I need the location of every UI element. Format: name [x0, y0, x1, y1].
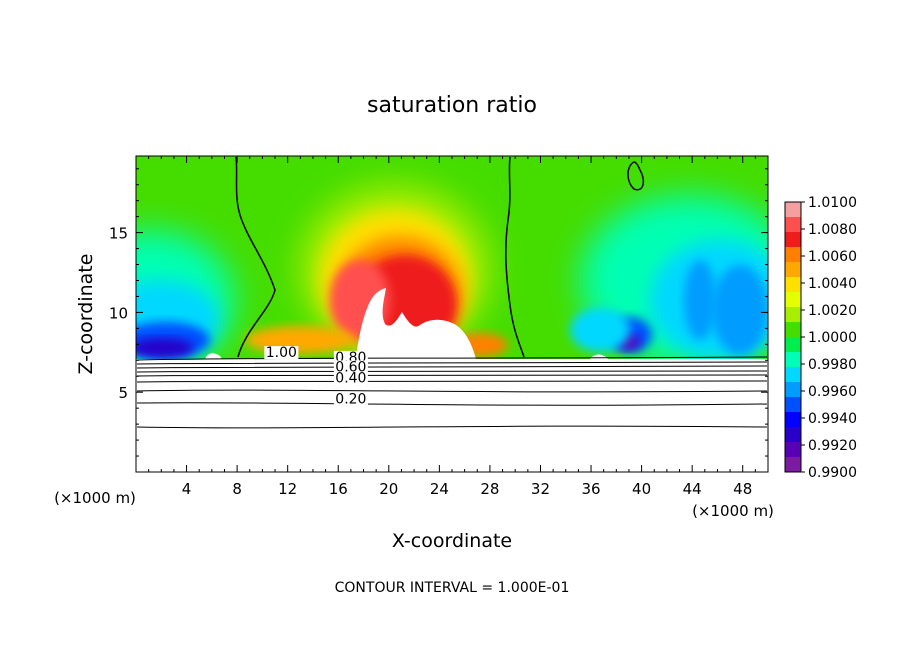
- y-tick-label: 5: [118, 384, 128, 402]
- colorbar-label: 1.0040: [808, 276, 857, 292]
- x-tick-label: 20: [379, 480, 398, 498]
- contour-label: 0.60: [335, 359, 366, 375]
- x-axis-units: (×1000 m): [692, 502, 774, 520]
- x-axis-ticks: 4 8 12 16 20 24 28 32 36 40 44 48: [148, 156, 756, 498]
- contour-label: 0.20: [335, 391, 366, 407]
- contour-label-bg: [333, 371, 368, 385]
- colorbar-swatch: [785, 217, 801, 233]
- contour-label-bg: [264, 346, 299, 360]
- colorbar-swatch: [785, 292, 801, 308]
- colorbar-swatch: [785, 277, 801, 293]
- x-tick-label: 16: [329, 480, 348, 498]
- colorbar-label: 1.0000: [808, 330, 857, 346]
- colorbar-swatch: [785, 262, 801, 278]
- colorbar-swatch: [785, 322, 801, 338]
- colorbar-label: 1.0080: [808, 222, 857, 238]
- x-tick-label: 8: [232, 480, 242, 498]
- colorbar-label: 0.9940: [808, 411, 857, 427]
- colorbar-swatch: [785, 337, 801, 353]
- colorbar-swatch: [785, 397, 801, 413]
- y-tick-label: 15: [109, 225, 128, 243]
- saturation-field: [136, 156, 768, 359]
- x-tick-label: 36: [581, 480, 600, 498]
- colorbar-swatch: [785, 232, 801, 248]
- y-tick-label: 10: [109, 304, 128, 322]
- contour-labels: 1.00 0.800.600.400.20: [264, 345, 368, 407]
- x-tick-label: 4: [182, 480, 192, 498]
- colorbar-swatch: [785, 427, 801, 443]
- colorbar: 1.0100 1.0080 1.0060 1.0040 1.0020 1.0000 0.99…: [784, 195, 857, 481]
- x-tick-label: 12: [278, 480, 297, 498]
- colorbar-swatch: [785, 352, 801, 368]
- y-axis-ticks: 5 10 15: [109, 168, 768, 457]
- x-tick-label: 24: [430, 480, 449, 498]
- colorbar-label: 1.0060: [808, 249, 857, 265]
- colorbar-swatch: [785, 412, 801, 428]
- contour-lines-upper: [235, 156, 645, 358]
- colorbar-swatch: [785, 307, 801, 323]
- chart-title: saturation ratio: [367, 93, 537, 118]
- contour-lines-lower: [136, 356, 768, 429]
- y-axis-label: Z-coordinate: [75, 254, 97, 375]
- contour-interval-note: CONTOUR INTERVAL = 1.000E-01: [335, 580, 570, 596]
- y-axis-units: (×1000 m): [54, 489, 136, 507]
- contour-label: 1.00: [266, 345, 297, 361]
- colorbar-label: 0.9920: [808, 438, 857, 454]
- x-tick-label: 28: [480, 480, 499, 498]
- colorbar-label: 1.0020: [808, 303, 857, 319]
- colorbar-label: 0.9960: [808, 384, 857, 400]
- colorbar-swatch: [785, 457, 801, 473]
- x-tick-label: 32: [531, 480, 550, 498]
- colorbar-label: 1.0100: [808, 195, 857, 211]
- colorbar-swatch: [785, 382, 801, 398]
- colorbar-swatch: [785, 247, 801, 263]
- colorbar-label: 0.9980: [808, 357, 857, 373]
- colorbar-swatch: [785, 367, 801, 383]
- colorbar-swatch: [785, 442, 801, 458]
- x-tick-label: 40: [632, 480, 651, 498]
- colorbar-label: 0.9900: [808, 465, 857, 481]
- x-tick-label: 44: [683, 480, 702, 498]
- x-axis-label: X-coordinate: [392, 530, 512, 552]
- x-tick-label: 48: [733, 480, 752, 498]
- colorbar-swatch: [785, 202, 801, 218]
- contour-label: 0.40: [335, 371, 366, 387]
- contour-label-bg: [333, 392, 368, 406]
- contour-label-bg: [333, 360, 368, 374]
